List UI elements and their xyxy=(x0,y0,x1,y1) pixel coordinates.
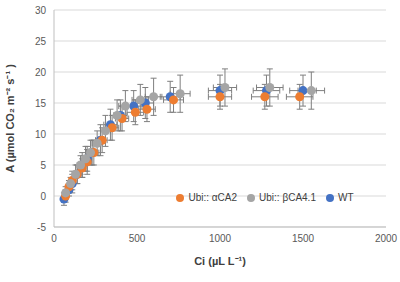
svg-text:1500: 1500 xyxy=(292,233,315,244)
svg-text:0: 0 xyxy=(51,233,57,244)
svg-text:1000: 1000 xyxy=(209,233,232,244)
svg-text:20: 20 xyxy=(35,67,47,78)
svg-text:-5: -5 xyxy=(37,222,46,233)
svg-text:Ci (µL L⁻¹): Ci (µL L⁻¹) xyxy=(194,255,246,267)
html-text:WT: WT xyxy=(338,192,354,203)
svg-text:A (µmol CO₂ m⁻² s⁻¹ ): A (µmol CO₂ m⁻² s⁻¹ ) xyxy=(8,64,16,173)
svg-text:25: 25 xyxy=(35,36,47,47)
svg-text:5: 5 xyxy=(40,160,46,171)
svg-text:15: 15 xyxy=(35,98,47,109)
svg-text:30: 30 xyxy=(35,5,47,16)
html-text:Ubi:: βCA4.1: Ubi:: βCA4.1 xyxy=(259,192,316,203)
html-text:Ubi:: αCA2: Ubi:: αCA2 xyxy=(188,192,238,203)
svg-text:500: 500 xyxy=(129,233,146,244)
svg-text:10: 10 xyxy=(35,129,47,140)
svg-text:2000: 2000 xyxy=(375,233,392,244)
svg-text:0: 0 xyxy=(40,191,46,202)
